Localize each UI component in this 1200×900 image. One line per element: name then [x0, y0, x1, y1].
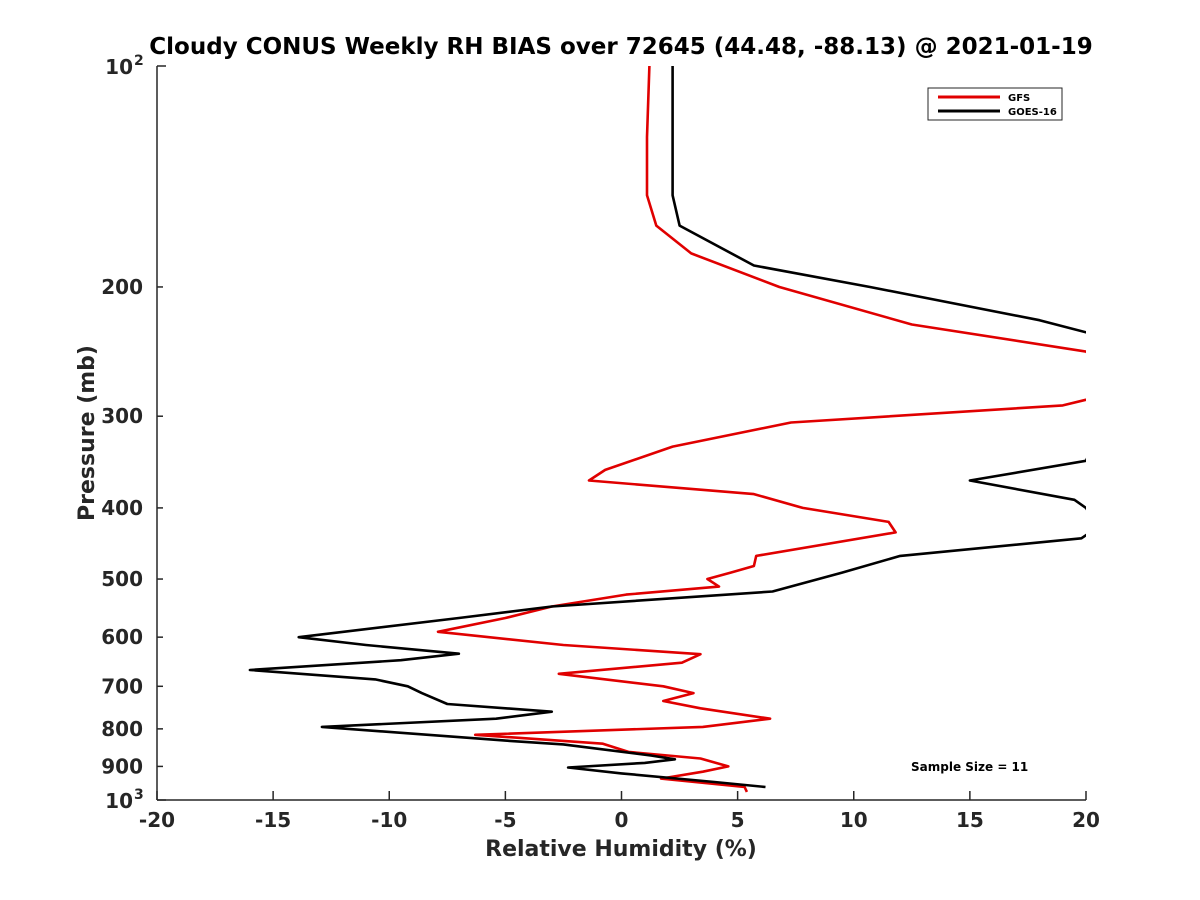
x-tick-label: -5 [494, 808, 516, 832]
y-tick-label: 900 [101, 754, 143, 778]
legend: GFS GOES-16 [927, 87, 1063, 121]
y-tick-label: 300 [101, 404, 143, 428]
plot-axes [156, 66, 1086, 801]
x-tick-label: -15 [255, 808, 291, 832]
legend-goes-label: GOES-16 [1008, 107, 1057, 118]
legend-box [927, 87, 1063, 121]
y-tick-label: 200 [101, 275, 143, 299]
y-tick-exponent-top: 2 [134, 53, 144, 69]
series-line-gfs [436, 66, 1086, 793]
y-axis-label: Pressure (mb) [75, 345, 100, 521]
y-tick-label: 500 [101, 567, 143, 591]
x-axis-ticks: -20 -15 -10 -5 0 5 10 15 20 [139, 791, 1100, 832]
y-tick-label: 700 [101, 674, 143, 698]
series-line-goes-16 [248, 66, 1086, 789]
chart-title: Cloudy CONUS Weekly RH BIAS over 72645 (… [149, 34, 1092, 60]
x-tick-label: 5 [731, 808, 745, 832]
sample-size-annotation: Sample Size = 11 [911, 760, 1028, 774]
y-tick-label: 400 [101, 496, 143, 520]
y-tick-label-bottom: 10 [105, 789, 133, 813]
x-tick-label: 0 [615, 808, 629, 832]
plot-series-layer [248, 66, 1086, 793]
x-axis-label: Relative Humidity (%) [485, 837, 757, 862]
x-tick-label: 15 [956, 808, 984, 832]
x-tick-label: -20 [139, 808, 175, 832]
y-tick-label-top: 10 [105, 55, 133, 79]
y-tick-label: 600 [101, 625, 143, 649]
x-tick-label: 10 [840, 808, 868, 832]
x-tick-label: 20 [1072, 808, 1100, 832]
y-tick-label: 800 [101, 717, 143, 741]
x-tick-label: -10 [371, 808, 407, 832]
y-tick-exponent-bottom: 3 [134, 787, 144, 803]
legend-gfs-label: GFS [1008, 93, 1030, 104]
